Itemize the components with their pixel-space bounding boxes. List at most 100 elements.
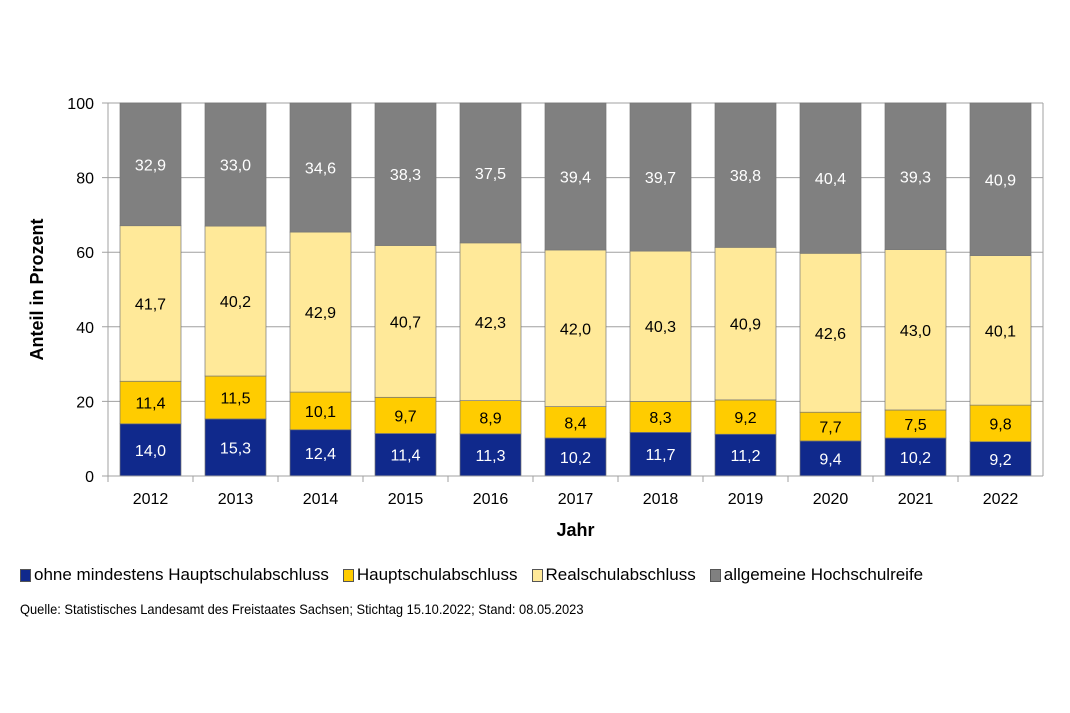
data-label: 32,9	[135, 157, 166, 174]
data-label: 9,7	[394, 408, 416, 425]
bar-segment	[629, 250, 692, 402]
bar-segment	[799, 102, 862, 254]
data-label: 11,3	[476, 448, 506, 465]
data-label: 42,0	[560, 321, 591, 338]
bar-segment	[289, 429, 352, 477]
y-axis-title: Anteil in Prozent	[27, 218, 47, 360]
y-tick-label: 100	[67, 96, 94, 113]
bar-segment	[629, 432, 692, 477]
data-label: 11,4	[391, 448, 421, 465]
bar-segment	[289, 391, 352, 431]
bar-segment	[544, 437, 607, 477]
data-label: 11,5	[221, 390, 251, 407]
bar-segment	[459, 242, 522, 402]
y-tick-label: 40	[76, 320, 94, 337]
legend: ohne mindestens Hauptschulabschluss Haupt…	[20, 565, 923, 585]
x-tick-label: 2022	[983, 491, 1019, 508]
data-label: 9,4	[819, 451, 841, 468]
data-label: 7,7	[819, 420, 841, 437]
x-tick-label: 2017	[558, 491, 594, 508]
bar-segment	[119, 102, 182, 227]
data-label: 42,3	[475, 315, 506, 332]
data-label: 39,4	[560, 169, 591, 186]
bar-segment	[204, 225, 267, 377]
x-tick-label: 2020	[813, 491, 849, 508]
data-label: 40,2	[220, 294, 251, 311]
bar-segment	[119, 225, 182, 382]
bar-segment	[289, 102, 352, 233]
data-label: 40,3	[645, 319, 676, 336]
bar-segment	[374, 245, 437, 398]
legend-item: allgemeine Hochschulreife	[709, 565, 923, 585]
data-label: 11,7	[646, 447, 676, 464]
legend-item: Realschulabschluss	[531, 565, 696, 585]
legend-label: ohne mindestens Hauptschulabschluss	[34, 565, 329, 584]
bar-segment	[969, 255, 1032, 406]
y-tick-label: 20	[76, 394, 94, 411]
bar-segment	[459, 400, 522, 435]
data-label: 40,4	[815, 171, 846, 188]
bar-segment	[884, 249, 947, 411]
x-tick-label: 2018	[643, 491, 679, 508]
data-label: 34,6	[305, 161, 336, 178]
legend-swatch	[342, 568, 354, 582]
legend-item: Hauptschulabschluss	[342, 565, 518, 585]
bar-segment	[714, 433, 777, 477]
bar-segment	[629, 102, 692, 252]
data-label: 33,0	[220, 158, 251, 175]
data-label: 10,1	[305, 404, 336, 421]
data-label: 38,8	[730, 168, 761, 185]
data-label: 8,9	[479, 410, 501, 427]
data-label: 43,0	[900, 323, 931, 340]
legend-swatch	[531, 568, 543, 582]
x-tick-label: 2021	[898, 491, 934, 508]
y-tick-label: 60	[76, 245, 94, 262]
bar-segment	[204, 418, 267, 477]
bar-segment	[714, 247, 777, 401]
x-tick-label: 2016	[473, 491, 509, 508]
y-tick-label: 0	[85, 469, 94, 486]
bar-segment	[289, 231, 352, 393]
data-label: 40,1	[985, 323, 1016, 340]
bar-segment	[544, 249, 607, 407]
legend-swatch	[20, 568, 31, 582]
bar-segment	[204, 375, 267, 420]
legend-swatch	[709, 568, 721, 582]
source-note: Quelle: Statistisches Landesamt des Frei…	[20, 601, 584, 617]
bar-segment	[459, 102, 522, 244]
data-label: 10,2	[560, 450, 591, 467]
bar-segment	[884, 437, 947, 477]
data-label: 38,3	[390, 167, 421, 184]
data-label: 11,4	[136, 396, 166, 413]
x-tick-label: 2019	[728, 491, 764, 508]
x-axis-title: Jahr	[556, 520, 594, 540]
x-tick-label: 2013	[218, 491, 254, 508]
data-label: 11,2	[731, 448, 761, 465]
legend-label: Realschulabschluss	[545, 565, 696, 584]
data-label: 8,4	[564, 415, 586, 432]
bar-segment	[204, 102, 267, 227]
legend-label: Hauptschulabschluss	[356, 565, 518, 584]
bar-segment	[544, 102, 607, 251]
data-label: 40,7	[390, 314, 421, 331]
data-label: 15,3	[220, 440, 251, 457]
data-label: 9,8	[989, 416, 1011, 433]
x-tick-label: 2012	[133, 491, 169, 508]
bar-segment	[459, 433, 522, 477]
legend-item: ohne mindestens Hauptschulabschluss	[20, 565, 329, 585]
bar-segment	[714, 102, 777, 248]
bar-segment	[374, 102, 437, 246]
y-tick-label: 80	[76, 171, 94, 188]
bar-segment	[119, 423, 182, 477]
data-label: 40,9	[985, 172, 1016, 189]
bar-segment	[119, 380, 182, 425]
data-label: 7,5	[904, 417, 926, 434]
data-label: 12,4	[305, 446, 336, 463]
data-label: 42,6	[815, 326, 846, 343]
bar-segment	[799, 411, 862, 442]
data-label: 41,7	[135, 296, 166, 313]
bar-segment	[884, 102, 947, 250]
data-label: 37,5	[475, 166, 506, 183]
data-label: 14,0	[135, 443, 166, 460]
bar-segment	[884, 409, 947, 439]
